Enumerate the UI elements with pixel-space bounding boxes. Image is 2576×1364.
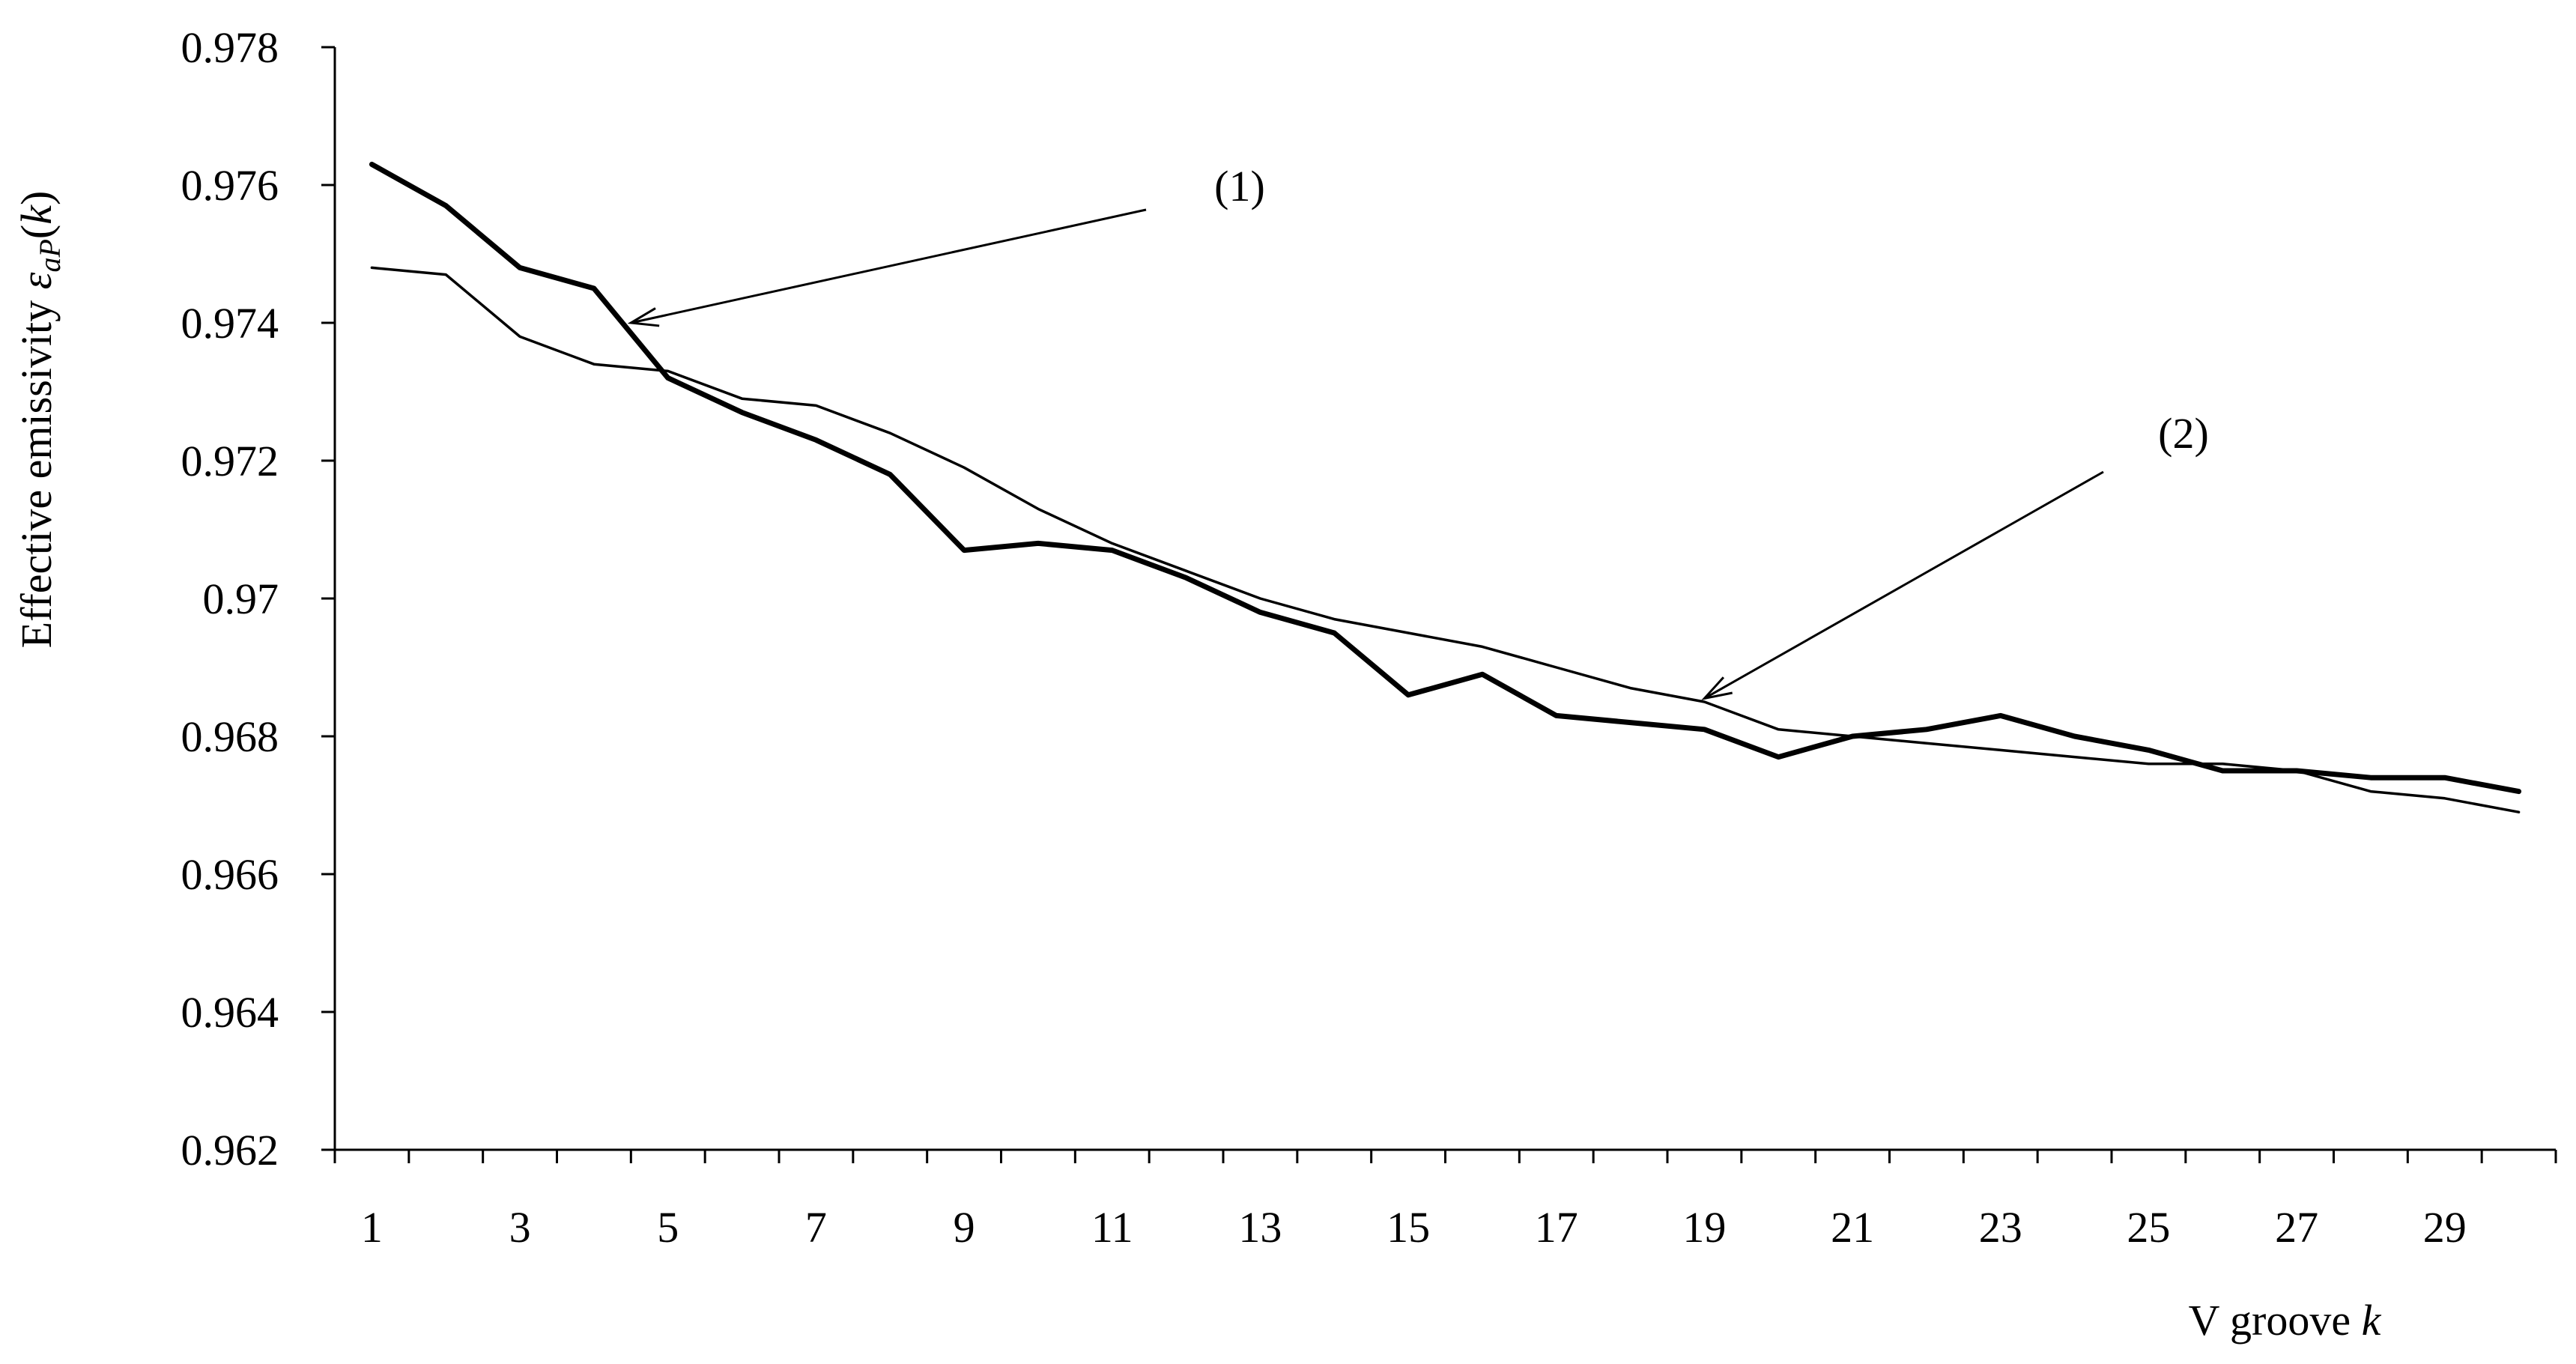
y-tick-label: 0.976 [181,161,279,210]
x-tick-label: 15 [1387,1203,1430,1252]
x-tick-label: 7 [805,1203,827,1252]
x-tick-label: 19 [1682,1203,1726,1252]
x-tick-label: 1 [361,1203,383,1252]
y-tick-label: 0.964 [181,988,279,1037]
annotation-label: (2) [2158,409,2209,458]
y-axis-title-subscript: aP [33,239,67,272]
y-tick-label: 0.97 [203,575,279,623]
y-tick-label: 0.978 [181,23,279,72]
annotation-arrowhead [1701,676,1733,700]
series-1-line [369,161,2522,795]
x-tick-label: 25 [2127,1203,2170,1252]
y-ticks: 0.962 0.964 0.966 0.968 0.97 0.972 0.974 0.976 0… [181,23,335,1174]
x-tick-label: 3 [509,1203,531,1252]
y-tick-label: 0.966 [181,850,279,899]
x-tick-label: 21 [1831,1203,1874,1252]
x-tick-label: 29 [2423,1203,2467,1252]
y-axis-title-open: ( [12,225,61,239]
x-tick-label: 23 [1979,1203,2022,1252]
annotation-arrow-line [1703,470,2104,700]
series-2-line [370,266,2521,813]
y-tick-label: 0.962 [181,1126,279,1174]
x-tick-label: 27 [2275,1203,2318,1252]
x-tick-label: 11 [1091,1203,1133,1252]
x-axis-title: V groove k [2189,1296,2382,1345]
x-tick-label: 17 [1535,1203,1578,1252]
x-tick-label: 5 [657,1203,679,1252]
y-tick-label: 0.972 [181,437,279,485]
y-axis-title-symbol: ε [12,272,61,289]
x-tick-label: 9 [954,1203,975,1252]
annotation-arrowhead [627,307,660,327]
x-ticks: 1 3 5 7 9 11 13 15 17 19 21 23 25 27 29 [333,1150,2557,1252]
y-tick-label: 0.968 [181,712,279,761]
y-axis-title-prefix: Effective emissivity [12,289,61,648]
y-axis-title-close: ) [12,191,61,205]
x-axis-title-var: k [2362,1296,2382,1345]
axes [333,47,2556,1151]
x-axis-title-prefix: V groove [2189,1296,2362,1345]
y-axis-title-var: k [12,204,61,225]
x-tick-label: 13 [1238,1203,1282,1252]
series-layer [369,161,2522,813]
annotation-arrow-line [631,208,1147,324]
y-axis-title: Effective emissivity εaP(k) [12,191,67,649]
annotation-label: (1) [1214,162,1265,210]
y-tick-label: 0.974 [181,299,279,348]
annotation-layer: (1) (2) [627,162,2209,700]
